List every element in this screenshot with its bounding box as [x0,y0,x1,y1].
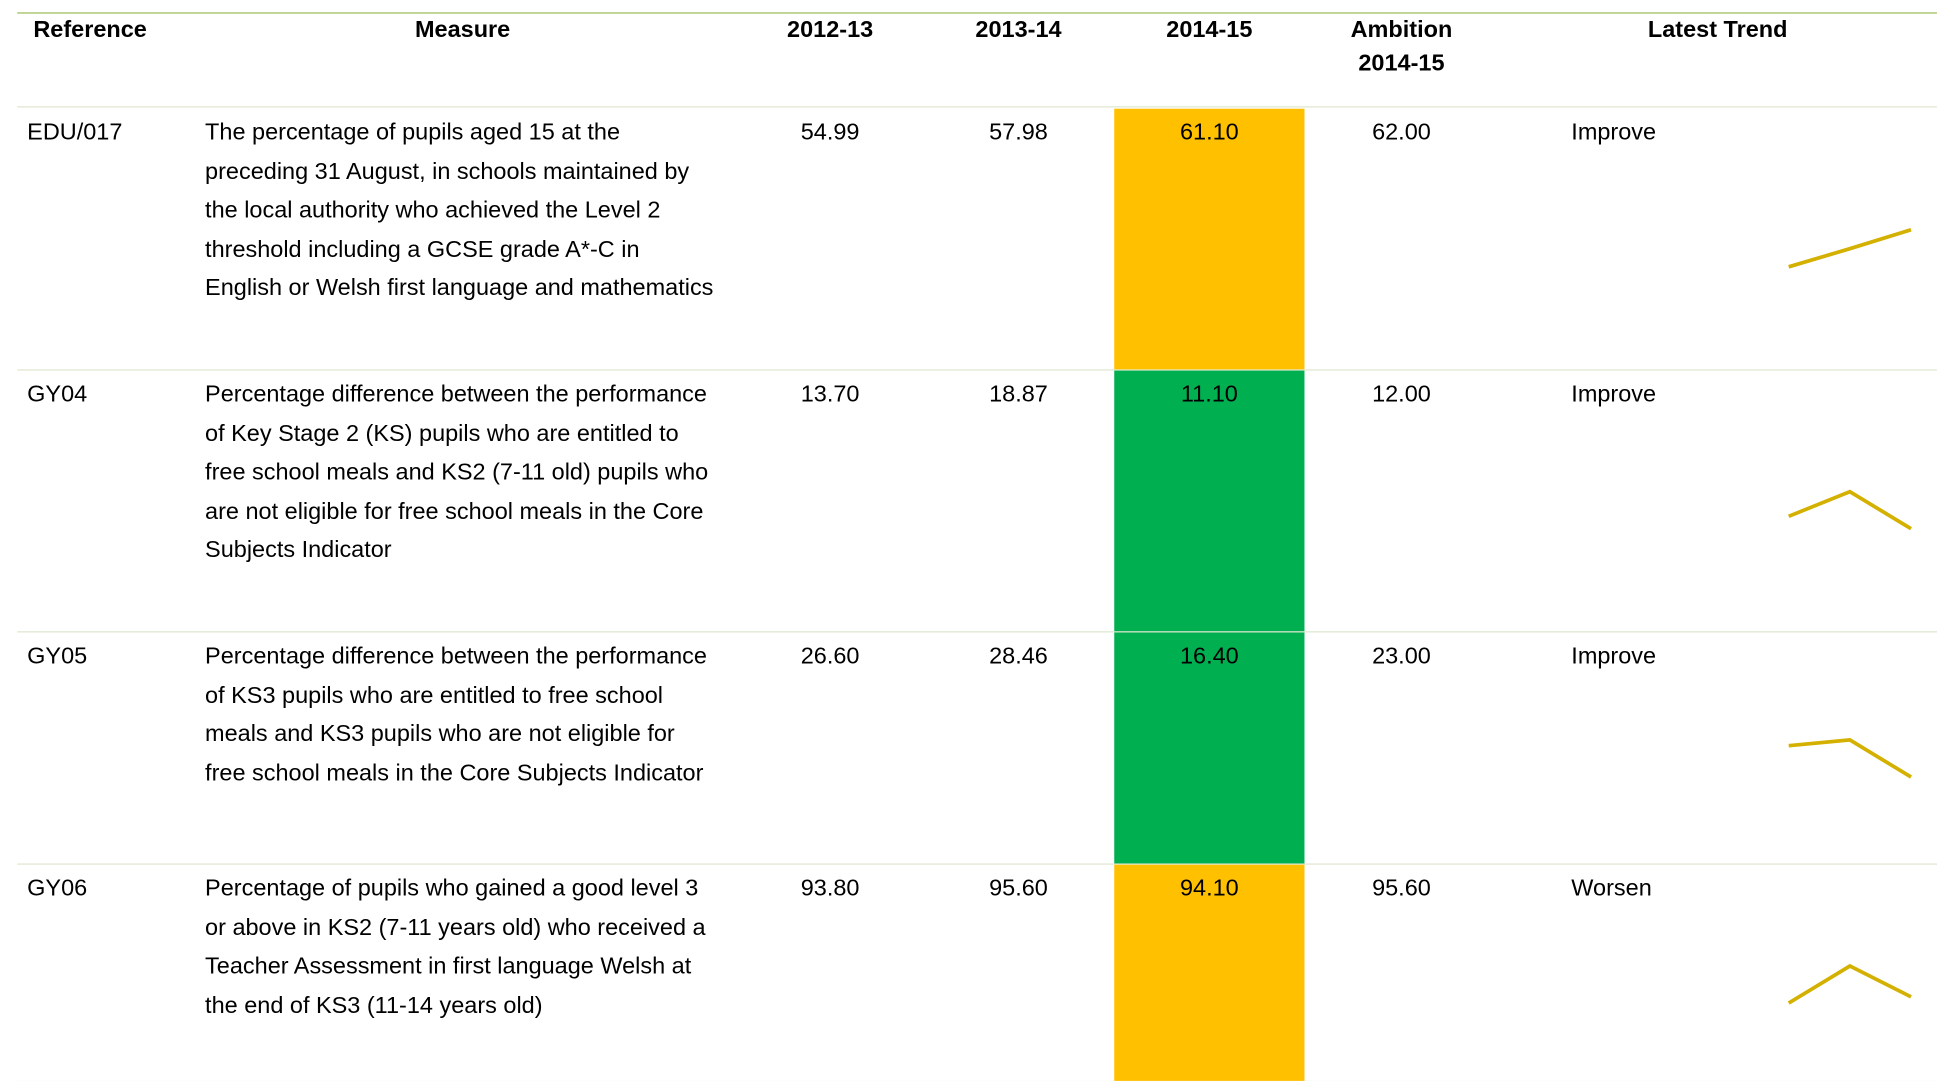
header-cell: 2014-15 [1166,17,1253,44]
measure: Percentage difference between the perfor… [205,381,709,564]
sparkline [1787,963,1912,1005]
value: 11.10 [1114,370,1305,632]
trend: Improve [1498,632,1937,863]
header-cell: Latest Trend [1647,17,1788,44]
reference: GY04 [27,381,88,408]
sparkline-line [1788,227,1912,269]
value: 28.46 [989,643,1048,670]
measure: The percentage of pupils aged 15 at the … [205,119,714,302]
value: 94.10 [1114,864,1305,1081]
measure: Percentage difference between the perfor… [205,643,707,787]
value: 18.87 [989,381,1048,408]
header-cell: 2013-14 [975,17,1062,44]
ambition: 23.00 [1372,643,1431,670]
reference: GY05 [27,643,88,670]
trend: Improve [1498,109,1937,370]
ambition: 62.00 [1372,119,1431,146]
trend-text: Improve [1571,643,1657,670]
ambition: 95.60 [1372,875,1431,902]
table-row: GY04 Percentage difference between the pe… [17,370,1937,633]
header-cell: 2012-13 [787,17,874,44]
sparkline-line [1787,963,1912,1005]
measure: Percentage of pupils who gained a good l… [205,875,706,1019]
value: 57.98 [989,119,1048,146]
header-cell: Measure [414,17,511,44]
header-cell: Ambition 2014-15 [1350,17,1453,77]
sparkline-line [1788,489,1912,531]
trend-text: Improve [1571,381,1657,408]
trend-text: Improve [1571,119,1657,146]
header-row: Reference Measure 2012-13 2013-14 2014-1… [17,12,1937,108]
value: 93.80 [800,875,860,902]
reference: GY06 [27,875,88,902]
sparkline-line [1788,738,1912,779]
table-row: GY05 Percentage difference between the pe… [17,632,1937,865]
sparkline [1788,489,1912,531]
sparkline [1788,227,1912,269]
table-row: GY06 Percentage of pupils who gained a go… [17,864,1937,1081]
header-cell: Reference [33,17,147,44]
value: 26.60 [800,643,860,670]
trend: Worsen [1498,865,1937,1081]
reference: EDU/017 [27,119,123,146]
value: 16.40 [1114,632,1305,864]
ambition: 12.00 [1372,381,1431,408]
table-row: EDU/017 The percentage of pupils aged 15 … [17,108,1937,371]
value: 95.60 [989,875,1048,902]
value: 61.10 [1114,108,1305,370]
sparkline [1788,738,1912,779]
value: 13.70 [800,381,860,408]
trend-text: Worsen [1571,875,1652,902]
trend: Improve [1498,371,1937,632]
value: 54.99 [800,119,860,146]
